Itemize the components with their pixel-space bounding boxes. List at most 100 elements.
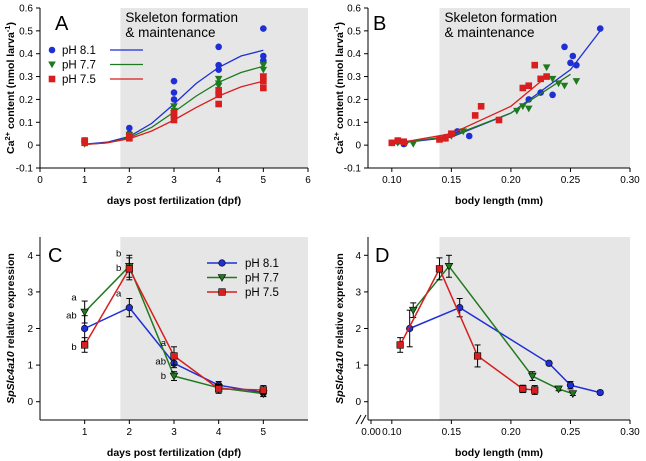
- panel-c-point-ph77: [80, 308, 89, 317]
- panel-b-point-ph75: [471, 112, 479, 119]
- panel-c-ylabel-gene: SpSlc4a10: [5, 351, 17, 404]
- panel-a-point-ph75: [215, 86, 222, 94]
- panel-b-point-ph81: [569, 52, 577, 60]
- panel-a-point-ph81: [260, 52, 267, 60]
- panel-b-point-ph77: [554, 80, 563, 88]
- panel-a-ylabel-part: 2+: [3, 131, 12, 140]
- panel-a-legend-marker-ph81: [48, 46, 56, 54]
- panel-c-legend-marker-ph77: [217, 274, 227, 282]
- panel-b-point-ph75: [400, 138, 408, 146]
- panel-a-point-ph81: [215, 43, 222, 51]
- panel-c-point-ph75: [215, 385, 223, 393]
- panel-d-point-ph77: [554, 385, 563, 394]
- panel-a-point-ph81: [170, 96, 178, 103]
- panel-b-xtick-label: 0.10: [382, 175, 402, 186]
- panel-b-point-ph77: [572, 78, 581, 85]
- panel-a-ylabel: Ca2+ content (nmol larva-1): [3, 22, 17, 154]
- panel-b-point-ph77: [560, 82, 569, 90]
- panel-a-point-ph77: [214, 82, 223, 90]
- panel-a-point-ph77: [259, 62, 268, 69]
- panel-c-shade: [120, 237, 309, 420]
- panel-c-ylabel-rest: relative expression: [5, 253, 17, 351]
- panel-b-point-ph81: [573, 61, 580, 69]
- panel-b-letter: B: [373, 13, 386, 35]
- panel-a-ytick-label: 0: [27, 141, 33, 152]
- panel-b-xtick-label: 0.30: [620, 175, 640, 186]
- panel-d-ytick-label: 2: [355, 324, 361, 335]
- panel-a-ytick-label: 0.4: [19, 49, 33, 60]
- panel-b-point-ph75: [525, 82, 533, 90]
- panel-a-point-ph77: [259, 66, 268, 74]
- panel-a-xtick-label: 3: [171, 175, 177, 186]
- panel-c-sig-letter: b: [116, 263, 121, 274]
- panel-b-point-ph77: [524, 105, 533, 113]
- panel-c-sig-letter: ab: [155, 356, 166, 367]
- panel-b-point-ph75: [436, 136, 443, 143]
- panel-a-point-ph81: [126, 124, 133, 132]
- panel-b-point-ph77: [459, 128, 468, 136]
- panel-a-ylabel-part: content (nmol larva: [5, 32, 17, 132]
- panel-c-ytick-label: 0: [27, 397, 33, 408]
- panel-d-point-ph75: [473, 352, 482, 360]
- panel-b-ytick-label: 0.2: [347, 95, 361, 106]
- panel-d-ylabel-rest: relative expression: [334, 253, 346, 351]
- panel-d-xtick-label: 0.15: [442, 427, 462, 438]
- panel-b-fit-ph77: [391, 73, 571, 145]
- panel-a-point-ph75: [126, 134, 133, 142]
- panel-a-ytick-label: 0.1: [19, 118, 33, 129]
- panel-a-point-ph77: [170, 103, 178, 111]
- panel-a-legend-marker-ph77: [48, 61, 56, 69]
- panel-b-point-ph81: [465, 132, 473, 140]
- panel-b-point-ph81: [596, 25, 604, 32]
- panel-c-legend-label: pH 7.7: [245, 273, 279, 285]
- panel-c-xlabel: days post fertilization (dpf): [107, 447, 241, 459]
- panel-b-point-ph75: [531, 61, 539, 69]
- panel-a-ytick-label: 0.3: [19, 72, 33, 83]
- panel-d-point-ph75: [531, 386, 539, 394]
- panel-b-point-ph75: [448, 130, 455, 138]
- panel-a-legend-label: pH 7.7: [62, 60, 96, 72]
- panel-c-ytick-label: 2: [27, 324, 33, 335]
- panel-c-xtick-label: 3: [171, 427, 177, 438]
- panel-a-point-ph81: [170, 77, 178, 85]
- panel-d-letter: D: [375, 245, 389, 267]
- panel-b-point-ph77: [513, 107, 521, 115]
- panel-b-xtick-label: 0.20: [501, 175, 521, 186]
- panel-c-xtick-label: 5: [261, 427, 267, 438]
- panel-b-ylabel-part: ): [334, 22, 346, 26]
- panel-c-legend-label: pH 8.1: [245, 258, 279, 270]
- panel-b-ytick-label: 0: [355, 141, 361, 152]
- panel-a-ytick-label: 0.5: [19, 26, 33, 37]
- panel-c-xtick-label: 4: [216, 427, 222, 438]
- panel-a-ytick-label: -0.1: [16, 164, 34, 175]
- panel-d-point-ph77: [528, 372, 537, 381]
- panel-d-ytick-label: 3: [355, 287, 361, 298]
- panel-b-ylabel-part: -1: [332, 26, 341, 33]
- panel-a-point-ph75: [215, 100, 222, 108]
- panel-a-xtick-label: 5: [261, 175, 267, 186]
- panel-c-sig-letter: b: [161, 371, 166, 382]
- panel-a-point-ph81: [260, 25, 267, 32]
- panel-a-xtick-label: 6: [305, 175, 311, 186]
- panel-d-xtick-label: 0.25: [561, 427, 581, 438]
- panel-a-legend-label: pH 8.1: [62, 45, 96, 57]
- panel-b-ylabel-part: 2+: [332, 131, 341, 140]
- panel-d-axis-break-mark: [355, 414, 362, 425]
- panel-b-ytick-label: 0.5: [347, 26, 361, 37]
- panel-b-shade-label: & maintenance: [444, 25, 534, 40]
- panel-c-point-ph77: [169, 372, 179, 381]
- panel-b-shade: [439, 8, 630, 168]
- panel-a-point-ph75: [215, 91, 222, 99]
- panel-a-ylabel-part: -1: [3, 26, 12, 33]
- panel-b-point-ph77: [548, 75, 557, 83]
- panel-b-point-ph75: [543, 73, 550, 80]
- panel-b-ytick-label: 0.6: [347, 4, 361, 15]
- panel-b-shade-label: Skeleton formation: [444, 10, 557, 25]
- panel-d-point-ph75: [435, 265, 444, 273]
- panel-a-ytick-label: 0.6: [19, 4, 33, 15]
- panel-d-point-ph81: [545, 359, 553, 367]
- panel-c-ytick-label: 3: [27, 287, 33, 298]
- panel-b-point-ph75: [388, 139, 396, 147]
- panel-c-point-ph75: [259, 386, 267, 394]
- panel-c-point-ph81: [81, 324, 89, 333]
